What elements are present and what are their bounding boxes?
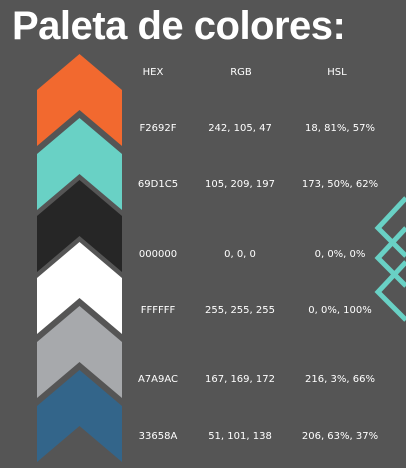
hsl-value-black: 0, 0%, 0% bbox=[314, 249, 366, 260]
chevron-swatch-teal bbox=[37, 118, 122, 210]
chevron-swatch-black bbox=[37, 180, 122, 272]
hsl-value-teal: 173, 50%, 62% bbox=[301, 179, 379, 190]
chevron-swatch-stack bbox=[37, 54, 122, 462]
rgb-header: RGB bbox=[230, 67, 252, 78]
hsl-value-blue: 206, 63%, 37% bbox=[301, 431, 379, 442]
hsl-value-gray: 216, 3%, 66% bbox=[305, 374, 375, 385]
page-title: Paleta de colores: bbox=[12, 4, 346, 48]
hex-header: HEX bbox=[142, 67, 164, 78]
chevron-swatch-gray bbox=[37, 306, 122, 398]
hsl-value-orange: 18, 81%, 57% bbox=[305, 123, 375, 134]
rgb-value-orange: 242, 105, 47 bbox=[208, 123, 272, 134]
hex-value-black: 000000 bbox=[138, 249, 178, 260]
chevron-swatch-blue bbox=[37, 370, 122, 462]
hex-value-white: FFFFFF bbox=[140, 305, 176, 316]
diamond-pattern-icon bbox=[374, 196, 406, 322]
hex-value-blue: 33658A bbox=[138, 431, 178, 442]
hex-value-teal: 69D1C5 bbox=[137, 179, 179, 190]
hex-value-gray: A7A9AC bbox=[137, 374, 179, 385]
hex-value-orange: F2692F bbox=[139, 123, 177, 134]
rgb-value-teal: 105, 209, 197 bbox=[205, 179, 275, 190]
rgb-value-black: 0, 0, 0 bbox=[224, 249, 256, 260]
rgb-value-gray: 167, 169, 172 bbox=[205, 374, 275, 385]
chevron-swatch-orange bbox=[37, 54, 122, 146]
rgb-value-blue: 51, 101, 138 bbox=[208, 431, 272, 442]
hsl-value-white: 0, 0%, 100% bbox=[308, 305, 372, 316]
hsl-header: HSL bbox=[327, 67, 347, 78]
rgb-value-white: 255, 255, 255 bbox=[205, 305, 275, 316]
chevron-swatch-white bbox=[37, 242, 122, 334]
